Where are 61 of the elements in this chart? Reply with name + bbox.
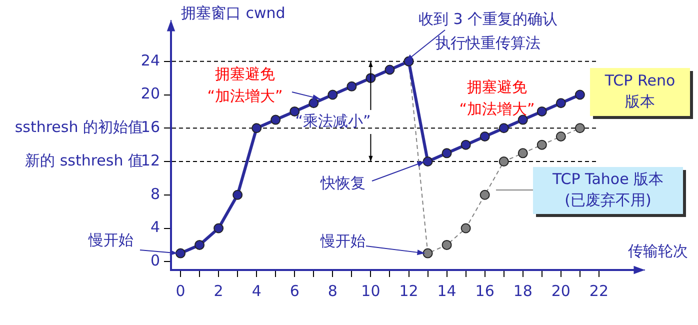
x-tick-label: 8 (328, 282, 338, 300)
ref-line-label: ssthresh 的初始值 (14, 118, 143, 136)
annotation: 执行快重传算法 (436, 34, 540, 52)
y-axis-title: 拥塞窗口 cwnd (181, 4, 286, 22)
point (536, 106, 547, 116)
x-tick-label: 6 (290, 282, 300, 300)
annotation: 拥塞避免 (215, 64, 275, 83)
point (480, 131, 490, 142)
point (442, 148, 452, 158)
point (214, 223, 224, 234)
point (518, 148, 528, 158)
x-tick-label: 2 (214, 282, 224, 300)
point (480, 190, 490, 200)
point (422, 248, 433, 258)
annotation: 慢开始 (320, 232, 366, 250)
annotation: 收到 3 个重复的确认 (418, 10, 558, 28)
point (460, 223, 471, 234)
point (498, 123, 509, 134)
point (252, 123, 262, 134)
x-tick-label: 0 (176, 282, 186, 300)
ref-line-label: 新的 ssthresh 值 (25, 151, 143, 170)
legend-label: TCP Tahoe 版本 (已废弃不用) (551, 170, 664, 209)
point (232, 190, 243, 200)
y-tick-label: 20 (140, 84, 160, 103)
annotation: 慢开始 (88, 230, 134, 249)
annotation: 拥塞避免 (467, 78, 527, 96)
point (498, 156, 509, 167)
annotation: “加法增大” (459, 100, 535, 118)
y-tick-label: 0 (150, 252, 160, 270)
point (176, 248, 186, 258)
x-tick-label: 22 (589, 282, 609, 300)
y-tick-label: 24 (140, 51, 160, 70)
point (460, 140, 471, 150)
point (574, 123, 585, 134)
annotation: “加法增大” (207, 86, 283, 105)
x-tick-label: 10 (361, 282, 380, 300)
annotation: 快恢复 (320, 174, 366, 192)
x-tick-label: 20 (551, 282, 570, 300)
annotation: “乘法减小” (295, 112, 371, 130)
point (290, 106, 300, 116)
point (574, 90, 585, 100)
x-tick-label: 4 (252, 282, 262, 300)
point (308, 98, 319, 108)
y-tick-label: 8 (150, 184, 160, 203)
x-tick-label: 12 (399, 282, 418, 300)
y-tick-label: 4 (150, 218, 160, 236)
series-label: TCP Reno 版本 (604, 71, 676, 110)
x-tick-label: 14 (437, 282, 456, 300)
point (422, 156, 433, 167)
x-tick-label: 16 (475, 282, 494, 300)
point (270, 114, 281, 125)
point (556, 131, 566, 142)
point (536, 140, 547, 150)
point (346, 81, 357, 92)
point (194, 240, 205, 250)
x-tick-label: 18 (513, 282, 532, 300)
x-axis-title: 传输轮次 (628, 242, 688, 260)
point (328, 90, 338, 100)
point (442, 240, 452, 250)
point (556, 98, 566, 108)
point (384, 64, 395, 75)
